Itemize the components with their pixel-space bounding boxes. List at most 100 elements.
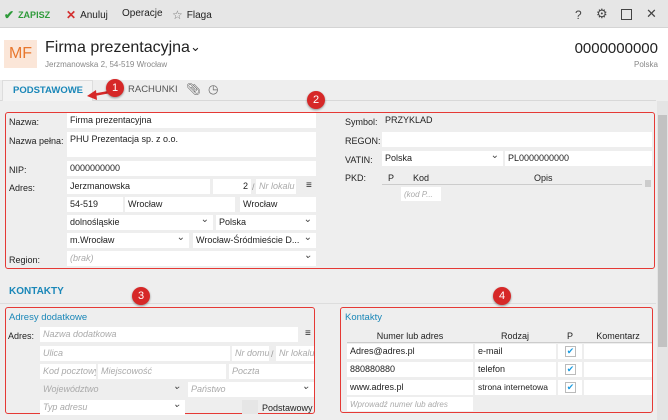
- house-number-input[interactable]: 2: [213, 179, 251, 194]
- street-input[interactable]: Ulica: [40, 346, 230, 361]
- regon-input[interactable]: [382, 132, 652, 147]
- nazwa-input[interactable]: Firma prezentacyjna: [67, 113, 316, 128]
- city-input[interactable]: Miejscowość: [98, 364, 226, 379]
- vatin-input[interactable]: PL0000000000: [505, 151, 652, 166]
- operations-button[interactable]: Operacje: [122, 8, 163, 19]
- adresy-title: Adresy dodatkowe: [9, 312, 88, 323]
- annotation-badge-1: 1: [106, 79, 124, 97]
- primary-label: Podstawowy: [262, 403, 313, 413]
- contact-comment[interactable]: [584, 380, 652, 395]
- country-select[interactable]: Państwo: [188, 382, 314, 397]
- menu-icon[interactable]: ≡: [305, 328, 311, 339]
- history-icon[interactable]: ◷: [208, 82, 219, 96]
- pkd-col-kod: Kod: [413, 173, 430, 183]
- annotation-box-4: [340, 307, 653, 413]
- voivodeship-select[interactable]: Województwo: [40, 382, 185, 397]
- contact-type[interactable]: strona internetowa: [475, 380, 556, 395]
- maximize-icon[interactable]: [621, 9, 632, 20]
- scrollbar-thumb[interactable]: [658, 115, 667, 347]
- post-office-input[interactable]: Poczta: [229, 364, 314, 379]
- adres-dodatkowy-label: Adres:: [8, 331, 35, 341]
- nip-input[interactable]: 0000000000: [67, 161, 316, 176]
- nazwa-pelna-input[interactable]: PHU Prezentacja sp. z o.o.: [67, 132, 316, 157]
- slash-separator: /: [252, 182, 255, 192]
- cancel-button[interactable]: ✕ Anuluj: [66, 8, 108, 22]
- house-number-input[interactable]: Nr domu: [232, 346, 269, 361]
- section-title-kontakty: KONTAKTY: [9, 286, 64, 297]
- col-komentarz: Komentarz: [596, 331, 640, 341]
- pkd-col-opis: Opis: [534, 173, 553, 183]
- symbol-value: PRZYKLAD: [382, 113, 652, 128]
- street-input[interactable]: Jerzmanowska: [67, 179, 210, 194]
- nip-label: NIP:: [9, 165, 27, 175]
- flag-button[interactable]: ☆ Flaga: [172, 8, 212, 22]
- postal-code-input[interactable]: 54-519: [67, 197, 123, 212]
- checkbox-checked-icon[interactable]: ✔: [565, 382, 576, 393]
- flat-number-input[interactable]: Nr lokalu: [276, 346, 314, 361]
- scrollbar[interactable]: [657, 101, 668, 420]
- annotation-badge-4: 4: [493, 287, 511, 305]
- contact-value[interactable]: 880880880: [347, 362, 473, 377]
- record-header: MF Firma prezentacyjna ⌄ Jerzmanowska 2,…: [0, 28, 668, 80]
- close-window-icon[interactable]: ✕: [646, 6, 657, 21]
- adres-label: Adres:: [9, 183, 36, 193]
- nazwa-pelna-label: Nazwa pełna:: [9, 136, 64, 146]
- avatar: MF: [4, 40, 37, 68]
- annotation-badge-3: 3: [132, 287, 150, 305]
- tab-rachunki[interactable]: RACHUNKI: [128, 84, 178, 95]
- symbol-label: Symbol:: [345, 117, 378, 127]
- kontakty-list-title: Kontakty: [345, 312, 382, 323]
- nazwa-label: Nazwa:: [9, 117, 40, 127]
- checkbox-checked-icon[interactable]: ✔: [565, 364, 576, 375]
- region-select[interactable]: (brak): [67, 251, 316, 266]
- tab-podstawowe[interactable]: PODSTAWOWE: [2, 80, 93, 101]
- checkbox-checked-icon[interactable]: ✔: [565, 346, 576, 357]
- additional-name-input[interactable]: Nazwa dodatkowa: [40, 327, 298, 342]
- save-button[interactable]: ✔ ZAPISZ: [4, 8, 51, 22]
- annotation-badge-2: 2: [307, 91, 325, 109]
- tab-bar: PODSTAWOWE RACHUNKI 📎︎ ◷: [0, 80, 656, 101]
- new-contact-input[interactable]: Wprowadź numer lub adres: [347, 397, 473, 411]
- address-type-select[interactable]: Typ adresu: [40, 400, 185, 415]
- voivodeship-select[interactable]: dolnośląskie: [67, 215, 213, 230]
- postal-code-input[interactable]: Kod pocztowy: [40, 364, 96, 379]
- post-office-input[interactable]: Wrocław: [240, 197, 316, 212]
- help-button[interactable]: ?: [575, 8, 582, 22]
- country-select[interactable]: Polska: [216, 215, 316, 230]
- region-label: Region:: [9, 255, 41, 265]
- menu-icon[interactable]: ≡: [306, 180, 312, 191]
- district-select[interactable]: Wrocław-Śródmieście D...: [193, 233, 316, 248]
- city-input[interactable]: Wrocław: [125, 197, 235, 212]
- toolbar: ✔ ZAPISZ ✕ Anuluj Operacje ☆ Flaga ? ⚙ ✕: [0, 0, 668, 28]
- contact-value[interactable]: www.adres.pl: [347, 380, 473, 395]
- flat-number-input[interactable]: Nr lokalu: [256, 179, 296, 194]
- vatin-country-select[interactable]: Polska: [382, 151, 503, 166]
- check-icon: ✔: [4, 8, 15, 22]
- annotation-box-2: [5, 112, 655, 269]
- contact-comment[interactable]: [584, 344, 652, 359]
- col-rodzaj: Rodzaj: [500, 331, 529, 341]
- col-p: P: [566, 331, 573, 341]
- pkd-col-p: P: [388, 173, 395, 183]
- pkd-code-input[interactable]: (kod P...: [401, 187, 441, 201]
- star-icon: ☆: [172, 8, 183, 22]
- pkd-header-divider: [382, 184, 642, 185]
- contact-value[interactable]: Adres@adres.pl: [347, 344, 473, 359]
- record-title: Firma prezentacyjna: [45, 39, 190, 56]
- section-divider: [0, 303, 656, 304]
- pkd-label: PKD:: [345, 173, 367, 183]
- contact-type[interactable]: e-mail: [475, 344, 556, 359]
- gear-icon[interactable]: ⚙: [596, 6, 608, 21]
- municipality-select[interactable]: m.Wrocław: [67, 233, 189, 248]
- record-nip: 0000000000: [574, 40, 658, 57]
- contact-comment[interactable]: [584, 362, 652, 377]
- regon-label: REGON:: [345, 136, 381, 146]
- close-icon: ✕: [66, 8, 77, 22]
- paperclip-icon[interactable]: 📎︎: [186, 82, 202, 96]
- contact-type[interactable]: telefon: [475, 362, 556, 377]
- table-header-divider: [347, 342, 652, 343]
- chevron-down-icon[interactable]: ⌄: [190, 39, 201, 54]
- pkd-scrollbar[interactable]: [645, 180, 651, 187]
- primary-checkbox[interactable]: [242, 400, 258, 414]
- vatin-label: VATIN:: [345, 155, 373, 165]
